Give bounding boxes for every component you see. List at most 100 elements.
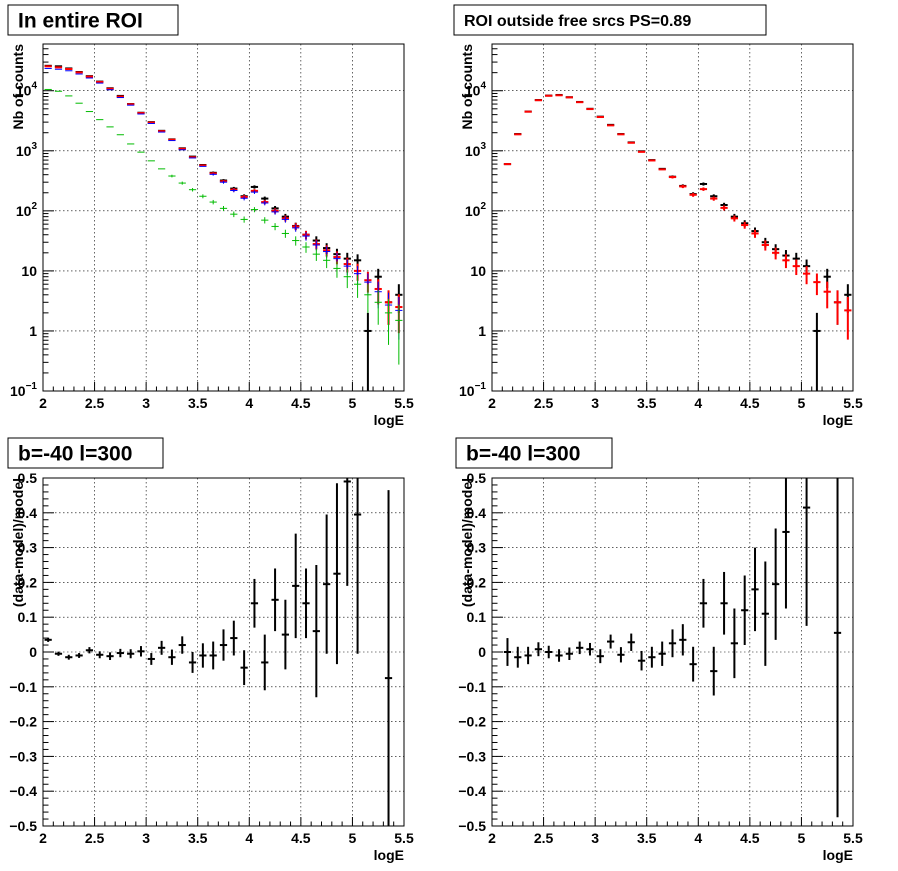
- y-tick-label: 10−1: [10, 381, 37, 399]
- x-tick-label: 5.5: [394, 395, 414, 411]
- residual-series: [503, 478, 842, 818]
- y-tick-label: 103: [16, 141, 38, 159]
- series-1: [503, 93, 852, 391]
- x-tick-label: 5: [349, 830, 357, 846]
- x-tick-label: 3.5: [637, 395, 657, 411]
- x-tick-label: 5: [798, 830, 806, 846]
- x-tick-label: 5: [349, 395, 357, 411]
- y-tick-label: 0: [29, 644, 37, 660]
- plot-frame: [42, 43, 405, 392]
- series-1: [44, 64, 403, 391]
- x-tick-label: 3: [142, 830, 150, 846]
- y-tick-label: 103: [465, 141, 487, 159]
- y-axis-label: Nb of counts: [10, 44, 26, 130]
- y-tick-label: 104: [16, 81, 38, 99]
- x-tick-label: 4.5: [291, 395, 311, 411]
- x-tick-label: 2.5: [534, 830, 554, 846]
- x-tick-label: 4: [245, 395, 253, 411]
- chart-title: In entire ROI: [18, 10, 143, 33]
- x-tick-label: 2: [488, 830, 496, 846]
- x-tick-label: 2: [488, 395, 496, 411]
- chart-panel-3: b=-40 l=300 2 2.5 3 3.5 4 4.5 5 5.5 −0.5 −0.4 −0.3 −…: [7, 437, 414, 863]
- x-tick-label: 3: [591, 395, 599, 411]
- y-tick-label: −0.5: [9, 818, 37, 834]
- y-tick-label: 0.3: [467, 540, 487, 556]
- y-tick-label: −0.3: [458, 748, 486, 764]
- y-tick-label: −0.1: [9, 679, 37, 695]
- series-2: [503, 94, 852, 340]
- y-tick-label: 10: [470, 263, 486, 279]
- y-tick-label: −0.5: [458, 818, 486, 834]
- x-tick-label: 3: [591, 830, 599, 846]
- x-axis-label: logE: [823, 412, 853, 428]
- y-tick-label: 1: [29, 323, 37, 339]
- y-axis-label: Nb of counts: [459, 44, 475, 130]
- title-box: [455, 437, 613, 469]
- chart-panel-1: In entire ROI 2 2.5 3 3.5 4 4.5 5 5.5 10−1 1 10 102 1…: [7, 4, 414, 428]
- y-tick-label: 0.3: [18, 540, 38, 556]
- chart-panel-4: b=-40 l=300 2 2.5 3 3.5 4 4.5 5 5.5 −0.5 −0.4 −0.3 −…: [455, 437, 863, 863]
- y-tick-label: 0.5: [18, 470, 38, 486]
- x-axis-label: logE: [374, 847, 404, 863]
- x-tick-label: 4: [694, 830, 702, 846]
- y-axis-label: (data-model)/model: [459, 478, 475, 607]
- y-tick-label: −0.3: [9, 748, 37, 764]
- x-axis-label: logE: [374, 412, 404, 428]
- x-axis-label: logE: [823, 847, 853, 863]
- series-2: [44, 65, 403, 334]
- x-tick-label: 3: [142, 395, 150, 411]
- y-tick-label: 0: [478, 644, 486, 660]
- series-3: [44, 67, 403, 340]
- x-tick-label: 3.5: [637, 830, 657, 846]
- x-tick-label: 2: [39, 395, 47, 411]
- x-tick-label: 5.5: [843, 395, 863, 411]
- x-tick-label: 5.5: [394, 830, 414, 846]
- y-tick-label: −0.2: [9, 714, 37, 730]
- y-tick-label: 0.4: [18, 505, 38, 521]
- chart-title: b=-40 l=300: [466, 443, 580, 466]
- y-tick-label: 102: [465, 201, 487, 219]
- data-layer: [503, 93, 852, 391]
- data-layer: [503, 478, 842, 818]
- title-box: [7, 437, 164, 469]
- title-box: [7, 4, 179, 36]
- x-tick-label: 4.5: [740, 830, 760, 846]
- data-layer: [44, 478, 393, 826]
- y-tick-label: −0.4: [458, 783, 486, 799]
- series-4: [44, 88, 403, 365]
- title-box: [453, 4, 767, 36]
- chart-title: ROI outside free srcs PS=0.89: [464, 13, 691, 30]
- x-tick-label: 2.5: [85, 395, 105, 411]
- y-tick-label: 0.4: [467, 505, 487, 521]
- y-tick-label: 0.1: [467, 609, 487, 625]
- x-tick-label: 4: [694, 395, 702, 411]
- y-tick-label: 104: [465, 81, 487, 99]
- y-tick-label: −0.4: [9, 783, 37, 799]
- data-layer: [44, 64, 403, 391]
- plot-frame: [491, 43, 854, 392]
- x-tick-label: 4: [245, 830, 253, 846]
- x-tick-label: 5.5: [843, 830, 863, 846]
- x-tick-label: 5: [798, 395, 806, 411]
- x-tick-label: 2: [39, 830, 47, 846]
- x-tick-label: 2.5: [534, 395, 554, 411]
- y-tick-label: 0.5: [467, 470, 487, 486]
- chart-title: b=-40 l=300: [18, 443, 132, 466]
- x-tick-label: 2.5: [85, 830, 105, 846]
- x-tick-label: 3.5: [188, 830, 208, 846]
- y-axis-label: (data-model)/model: [10, 478, 26, 607]
- y-tick-label: 102: [16, 201, 38, 219]
- y-tick-label: −0.1: [458, 679, 486, 695]
- x-tick-label: 4.5: [740, 395, 760, 411]
- residual-series: [44, 478, 393, 826]
- chart-panel-2: ROI outside free srcs PS=0.89 2 2.5 3 3.5 4 4.…: [453, 4, 863, 428]
- x-tick-label: 4.5: [291, 830, 311, 846]
- x-tick-label: 3.5: [188, 395, 208, 411]
- y-tick-label: 1: [478, 323, 486, 339]
- y-tick-label: 0.2: [467, 574, 487, 590]
- y-tick-label: 10: [21, 263, 37, 279]
- y-tick-label: 0.2: [18, 574, 38, 590]
- y-tick-label: −0.2: [458, 714, 486, 730]
- y-tick-label: 0.1: [18, 609, 38, 625]
